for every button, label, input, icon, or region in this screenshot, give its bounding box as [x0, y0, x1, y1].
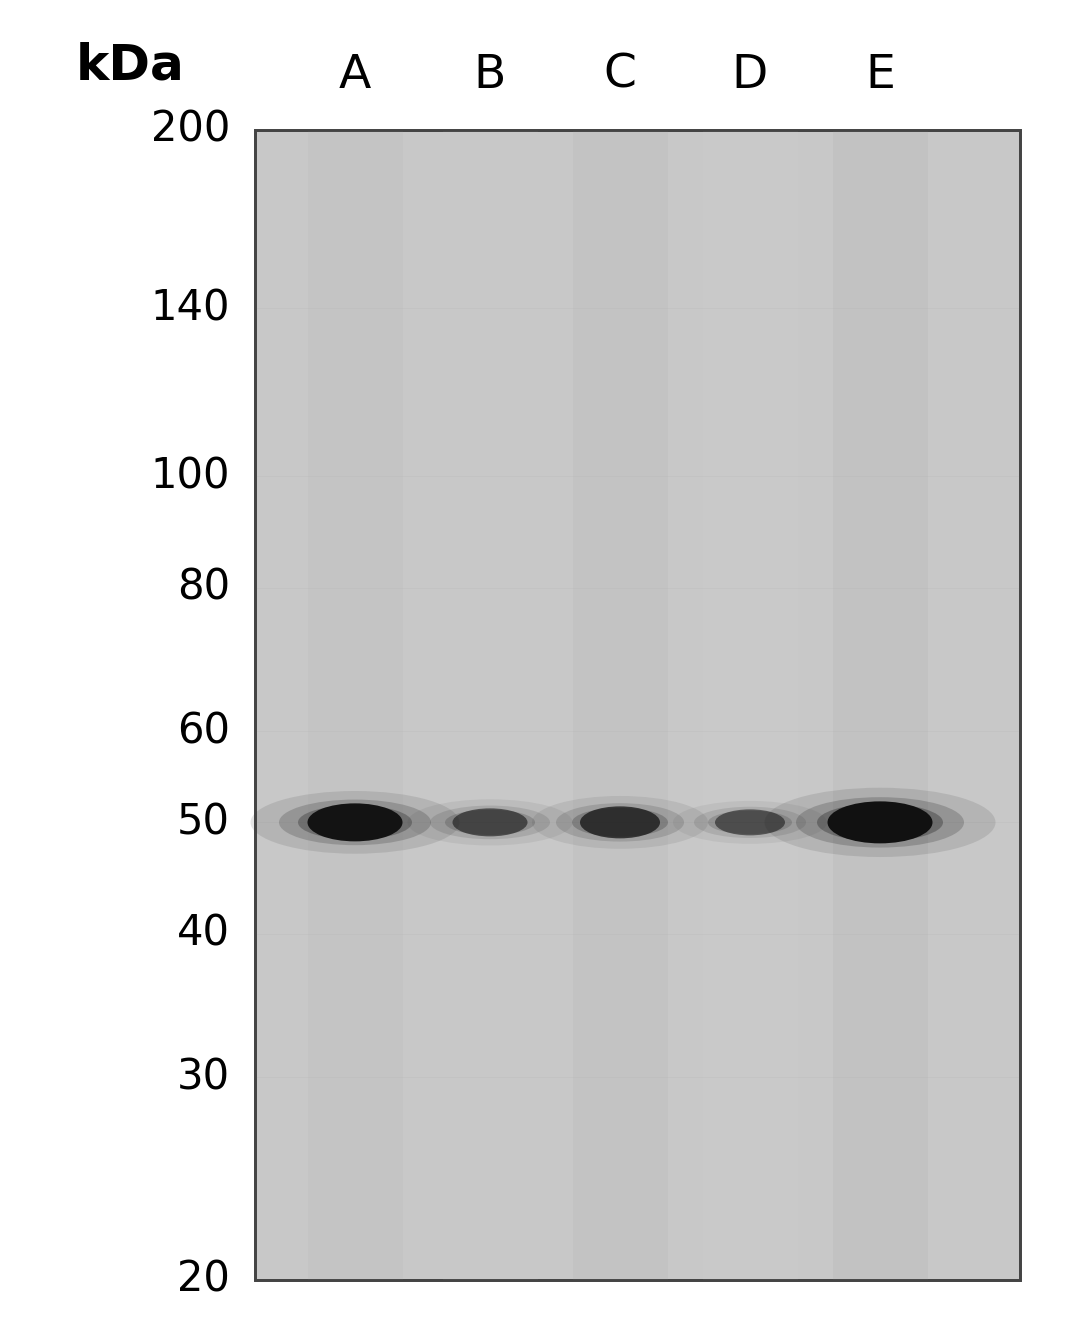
Bar: [702, 131, 797, 1280]
Text: C: C: [604, 52, 636, 97]
Ellipse shape: [572, 808, 669, 837]
Ellipse shape: [445, 809, 535, 834]
Ellipse shape: [796, 797, 964, 848]
Ellipse shape: [715, 809, 785, 836]
Ellipse shape: [251, 790, 459, 853]
Ellipse shape: [765, 788, 996, 857]
Ellipse shape: [308, 804, 403, 841]
Text: 140: 140: [150, 287, 230, 329]
Ellipse shape: [453, 808, 527, 836]
Ellipse shape: [430, 805, 550, 840]
Ellipse shape: [279, 800, 431, 845]
Text: 100: 100: [150, 455, 230, 497]
Ellipse shape: [298, 805, 411, 840]
Ellipse shape: [816, 804, 943, 841]
Text: kDa: kDa: [76, 41, 185, 89]
Text: 80: 80: [177, 567, 230, 609]
Ellipse shape: [532, 796, 708, 849]
Text: 60: 60: [177, 710, 230, 752]
Bar: [255, 131, 1020, 1280]
Ellipse shape: [827, 801, 932, 844]
Ellipse shape: [673, 801, 827, 844]
Bar: [833, 131, 928, 1280]
Bar: [308, 131, 403, 1280]
Text: 40: 40: [177, 913, 230, 954]
Ellipse shape: [694, 806, 806, 838]
Text: 30: 30: [177, 1057, 230, 1098]
Text: 50: 50: [177, 801, 230, 844]
Text: 200: 200: [150, 109, 230, 151]
Text: D: D: [732, 52, 768, 97]
Ellipse shape: [708, 810, 792, 834]
Bar: [572, 131, 667, 1280]
Text: E: E: [865, 52, 895, 97]
Ellipse shape: [407, 800, 572, 845]
Text: 20: 20: [177, 1258, 230, 1301]
Ellipse shape: [556, 804, 684, 841]
Text: B: B: [474, 52, 507, 97]
Ellipse shape: [580, 806, 660, 838]
Bar: [255, 131, 1020, 1280]
Text: A: A: [339, 52, 372, 97]
Bar: [443, 131, 538, 1280]
